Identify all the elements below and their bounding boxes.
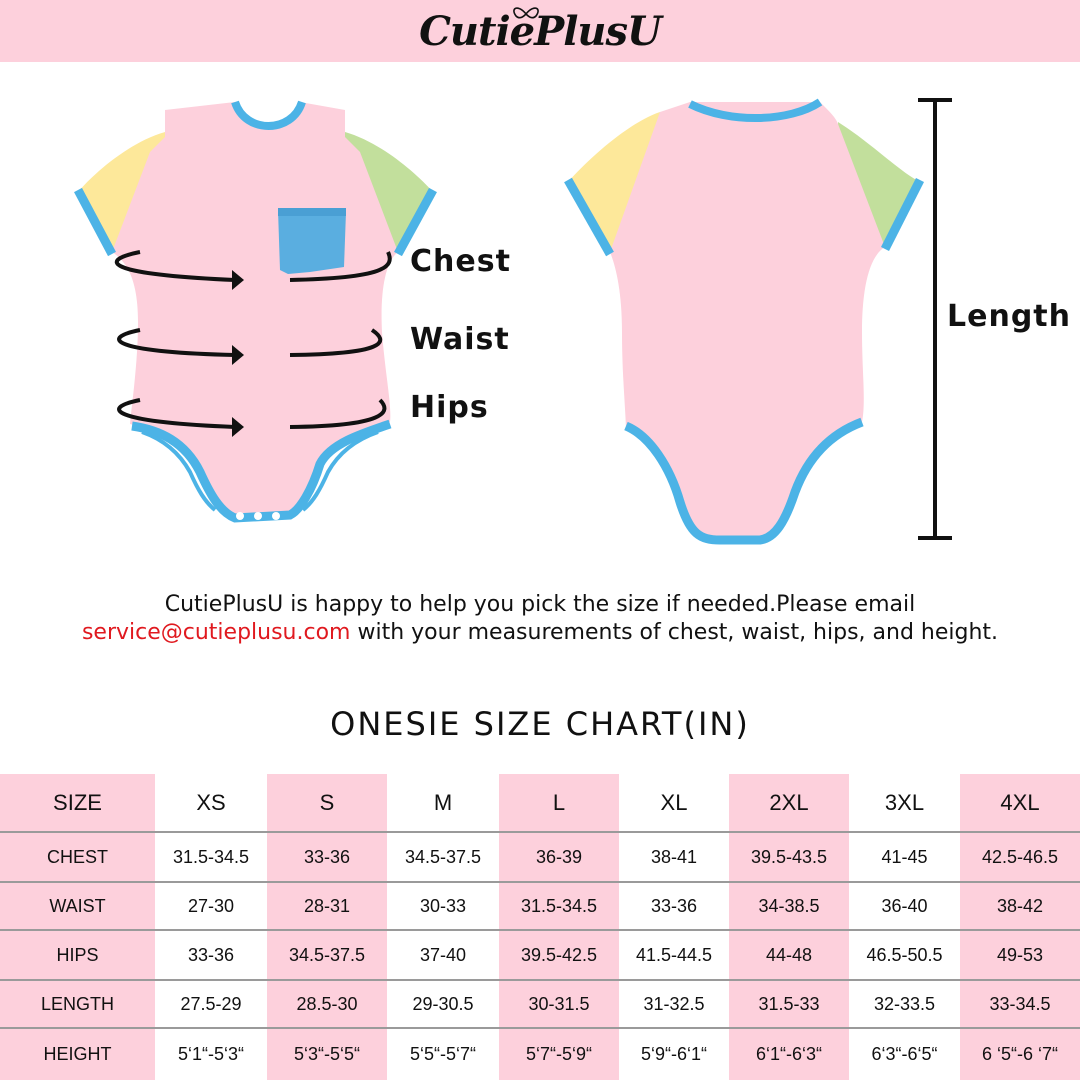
table-row: HIPS 33-36 34.5-37.5 37-40 39.5-42.5 41.5-44.… [0, 930, 1080, 981]
brand-logo[interactable]: CutiePlusU [419, 8, 662, 55]
table-row: HEIGHT 5‘1“-5‘3“ 5‘3“-5‘5“ 5‘5“-5‘7“ 5‘7“-5‘… [0, 1028, 1080, 1080]
front-left-cuff [74, 187, 116, 257]
front-right-cuff [394, 187, 437, 257]
size-header-cell: S [267, 774, 387, 833]
table-cell: 31-32.5 [619, 980, 729, 1029]
measurement-illustration: Chest Waist Hips Length [0, 62, 1080, 582]
table-row: LENGTH 27.5-29 28.5-30 29-30.5 30-31.5 31-32.… [0, 980, 1080, 1029]
back-leg-trim [624, 417, 864, 545]
help-note-line2: service@cutieplusu.com with your measure… [0, 619, 1080, 647]
front-body [112, 102, 398, 517]
front-leg-trim [131, 419, 392, 523]
chest-label: Chest [410, 244, 511, 279]
size-table-body: SIZE XS S M L XL 2XL 3XL 4XL CHEST 31.5-34.5 33-36 3… [0, 774, 1080, 1080]
table-cell: 34.5-37.5 [267, 930, 387, 981]
table-cell: 5‘7“-5‘9“ [499, 1028, 619, 1080]
table-cell: 36-40 [849, 882, 960, 931]
size-header-cell: XS [155, 774, 267, 833]
table-cell: 41-45 [849, 832, 960, 883]
table-header-label: SIZE [0, 774, 155, 833]
table-cell: 6‘1“-6‘3“ [729, 1028, 849, 1080]
onesie-diagram [74, 98, 952, 545]
back-onesie [564, 98, 925, 545]
table-cell: 46.5-50.5 [849, 930, 960, 981]
back-left-cuff [564, 177, 614, 257]
table-cell: 36-39 [499, 832, 619, 883]
table-cell: 27.5-29 [155, 980, 267, 1029]
hips-label: Hips [410, 390, 489, 425]
measurement-label-cell: HEIGHT [0, 1028, 155, 1080]
table-cell: 33-36 [619, 882, 729, 931]
measurement-label-cell: LENGTH [0, 980, 155, 1029]
size-header-cell: 2XL [729, 774, 849, 833]
measurement-label-cell: WAIST [0, 882, 155, 931]
table-row: WAIST 27-30 28-31 30-33 31.5-34.5 33-36 34-38.… [0, 882, 1080, 931]
table-cell: 44-48 [729, 930, 849, 981]
length-indicator [918, 98, 952, 540]
help-note-line1: CutiePlusU is happy to help you pick the… [164, 592, 916, 617]
table-cell: 38-41 [619, 832, 729, 883]
table-cell: 5‘5“-5‘7“ [409, 1044, 477, 1064]
support-email-link[interactable]: service@cutieplusu.com [81, 620, 351, 645]
size-header-cell: 3XL [849, 774, 960, 833]
size-chart-title: ONESIE SIZE CHART(IN) [330, 705, 750, 743]
pocket [278, 210, 346, 274]
length-label: Length [947, 299, 1071, 334]
back-body [610, 102, 885, 540]
size-chart-table: SIZE XS S M L XL 2XL 3XL 4XL CHEST 31.5-34.5 33-36 3… [0, 774, 1080, 1080]
table-cell: 28.5-30 [267, 980, 387, 1029]
table-cell: 33-34.5 [960, 980, 1080, 1029]
front-flap-trim-right [301, 430, 379, 512]
brand-header: CutiePlusU [0, 0, 1080, 62]
hips-arrow [117, 398, 387, 429]
front-flap-trim [141, 430, 217, 512]
back-neck-trim [688, 98, 823, 122]
table-row: CHEST 31.5-34.5 33-36 34.5-37.5 36-39 38-41 39… [0, 832, 1080, 883]
chest-arrow [114, 250, 392, 282]
table-cell: 33-36 [155, 930, 267, 981]
table-cell: 6 ‘5“-6 ‘7“ [960, 1028, 1080, 1080]
table-cell: 31.5-33 [729, 980, 849, 1029]
help-note-line2-text: with your measurements of chest, waist, … [350, 620, 999, 645]
table-cell: 27-30 [155, 882, 267, 931]
table-cell: 28-31 [267, 882, 387, 931]
table-cell: 49-53 [960, 930, 1080, 981]
measurement-label-cell: CHEST [0, 832, 155, 883]
table-cell: 34.5-37.5 [387, 832, 499, 883]
table-cell: 33-36 [267, 832, 387, 883]
size-header-cell: 4XL [960, 774, 1080, 833]
waist-arrow [117, 328, 383, 357]
table-cell: 39.5-42.5 [499, 930, 619, 981]
size-header-cell: XL [619, 774, 729, 833]
table-cell: 31.5-34.5 [155, 832, 267, 883]
table-cell: 32-33.5 [849, 980, 960, 1029]
table-cell: 6‘3“-6‘5“ [871, 1044, 938, 1064]
size-header-cell: L [499, 774, 619, 833]
table-cell: 5‘9“-6‘1“ [640, 1044, 708, 1064]
table-cell: 29-30.5 [387, 980, 499, 1029]
table-cell: 31.5-34.5 [499, 882, 619, 931]
front-onesie [74, 100, 437, 523]
table-cell: 30-31.5 [499, 980, 619, 1029]
table-cell: 38-42 [960, 882, 1080, 931]
table-cell: 34-38.5 [729, 882, 849, 931]
table-cell: 30-33 [387, 882, 499, 931]
bow-icon [513, 7, 539, 19]
table-cell: 42.5-46.5 [960, 832, 1080, 883]
back-right-cuff [880, 177, 925, 252]
table-cell: 5‘1“-5‘3“ [177, 1044, 245, 1064]
measurement-label-cell: HIPS [0, 930, 155, 981]
table-cell: 41.5-44.5 [619, 930, 729, 981]
table-cell: 39.5-43.5 [729, 832, 849, 883]
table-cell: 5‘3“-5‘5“ [267, 1028, 387, 1080]
table-cell: 37-40 [387, 930, 499, 981]
front-neck-trim [231, 100, 306, 130]
table-header-row: SIZE XS S M L XL 2XL 3XL 4XL [0, 774, 1080, 833]
size-header-cell: M [387, 774, 499, 833]
waist-label: Waist [410, 322, 510, 357]
